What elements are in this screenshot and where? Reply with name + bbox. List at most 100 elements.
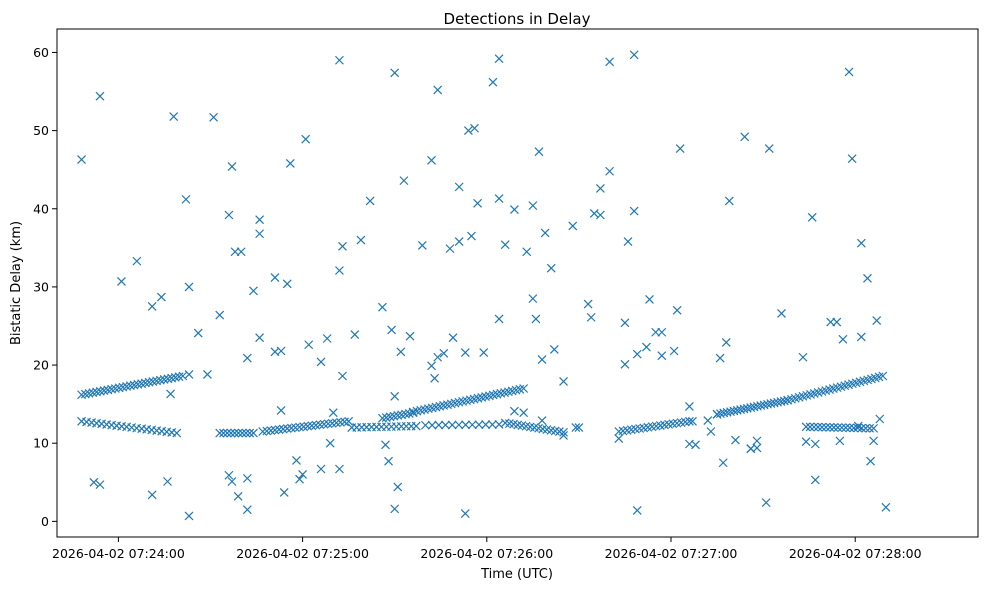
data-point-marker	[463, 126, 473, 136]
data-point-marker	[657, 351, 667, 361]
data-point-marker	[152, 376, 162, 386]
data-point-marker	[335, 464, 344, 474]
data-point-marker	[684, 402, 694, 411]
data-point-marker	[847, 154, 857, 164]
data-point-marker	[672, 305, 682, 315]
data-point-marker	[390, 504, 400, 514]
data-point-marker	[461, 420, 471, 430]
data-point-marker	[470, 123, 479, 133]
data-point-marker	[549, 345, 559, 354]
data-point-marker	[688, 416, 697, 426]
data-point-marker	[117, 277, 126, 286]
data-point-marker	[224, 210, 234, 220]
x-tick-label: 2026-04-02 07:27:00	[605, 546, 738, 561]
data-point-marker	[801, 437, 811, 447]
x-tick-label: 2026-04-02 07:28:00	[789, 546, 922, 561]
data-point-marker	[736, 405, 746, 415]
data-point-marker	[433, 352, 443, 362]
data-point-marker	[866, 456, 875, 466]
data-point-marker	[583, 299, 593, 309]
data-point-marker	[219, 428, 228, 438]
data-point-marker	[224, 470, 234, 480]
data-point-marker	[752, 436, 762, 446]
data-point-marker	[481, 420, 491, 430]
data-point-marker	[447, 420, 457, 430]
data-point-marker	[620, 359, 630, 369]
data-point-marker	[559, 427, 568, 437]
data-point-marker	[712, 409, 722, 419]
x-axis-ticks: 2026-04-02 07:24:00 2026-04-02 07:25:00 20…	[52, 537, 922, 561]
data-point-marker	[856, 332, 866, 342]
data-point-marker	[715, 353, 725, 363]
data-point-marker	[731, 435, 740, 445]
data-point-marker	[233, 491, 243, 501]
y-axis-ticks: 0 10 20 30 40 50 60	[33, 45, 57, 529]
data-point-marker	[209, 112, 218, 122]
data-point-marker	[344, 416, 354, 426]
data-point-marker	[722, 407, 732, 417]
data-point-marker	[335, 266, 344, 275]
data-point-marker	[215, 428, 225, 438]
data-point-marker	[810, 439, 820, 449]
data-point-marker	[460, 348, 470, 357]
data-point-marker	[325, 438, 335, 448]
data-point-marker	[193, 328, 203, 338]
data-point-marker	[715, 409, 725, 419]
y-tick-label: 30	[33, 279, 49, 294]
data-point-marker	[270, 347, 280, 357]
data-point-marker	[691, 440, 700, 450]
data-point-marker	[335, 55, 344, 65]
data-point-marker	[729, 406, 739, 416]
data-point-marker	[510, 406, 519, 416]
data-point-marker	[454, 237, 464, 247]
data-point-marker	[865, 423, 875, 433]
data-point-marker	[534, 147, 544, 157]
data-point-marker	[174, 372, 184, 382]
data-point-marker	[645, 294, 654, 304]
data-point-marker	[77, 390, 86, 400]
data-point-marker	[739, 404, 749, 414]
data-point-marker	[766, 399, 776, 409]
data-point-marker	[467, 420, 477, 430]
data-point-marker	[448, 333, 458, 343]
data-point-marker	[623, 237, 633, 247]
data-point-marker	[746, 403, 756, 413]
data-point-marker	[396, 347, 406, 357]
y-tick-label: 50	[33, 123, 49, 138]
data-point-marker	[420, 420, 430, 430]
data-point-marker	[801, 422, 811, 432]
data-point-marker	[304, 340, 314, 350]
data-point-marker	[675, 144, 685, 153]
data-point-marker	[170, 372, 180, 382]
data-point-marker	[80, 389, 90, 399]
y-tick-label: 0	[41, 514, 49, 529]
data-point-marker	[245, 428, 255, 438]
data-point-marker	[869, 436, 879, 446]
data-point-marker	[84, 388, 94, 398]
data-point-marker	[95, 480, 105, 490]
data-point-marker	[125, 381, 135, 391]
data-point-marker	[706, 427, 716, 436]
data-point-marker	[759, 400, 769, 410]
data-point-marker	[821, 422, 831, 432]
data-point-marker	[226, 428, 236, 438]
data-point-marker	[255, 229, 265, 239]
data-point-marker	[356, 235, 366, 245]
data-point-marker	[669, 346, 679, 356]
data-point-marker	[829, 423, 839, 432]
data-point-marker	[237, 428, 247, 438]
data-point-marker	[147, 490, 157, 500]
data-point-marker	[249, 428, 258, 438]
data-point-marker	[181, 194, 191, 204]
data-point-marker	[140, 378, 150, 388]
data-point-marker	[387, 325, 397, 335]
data-point-marker	[384, 456, 393, 466]
data-point-marker	[595, 184, 605, 193]
data-point-marker	[809, 422, 819, 432]
data-point-marker	[863, 273, 872, 283]
data-point-marker	[169, 112, 179, 121]
y-tick-label: 20	[33, 358, 49, 373]
data-point-marker	[719, 408, 729, 418]
